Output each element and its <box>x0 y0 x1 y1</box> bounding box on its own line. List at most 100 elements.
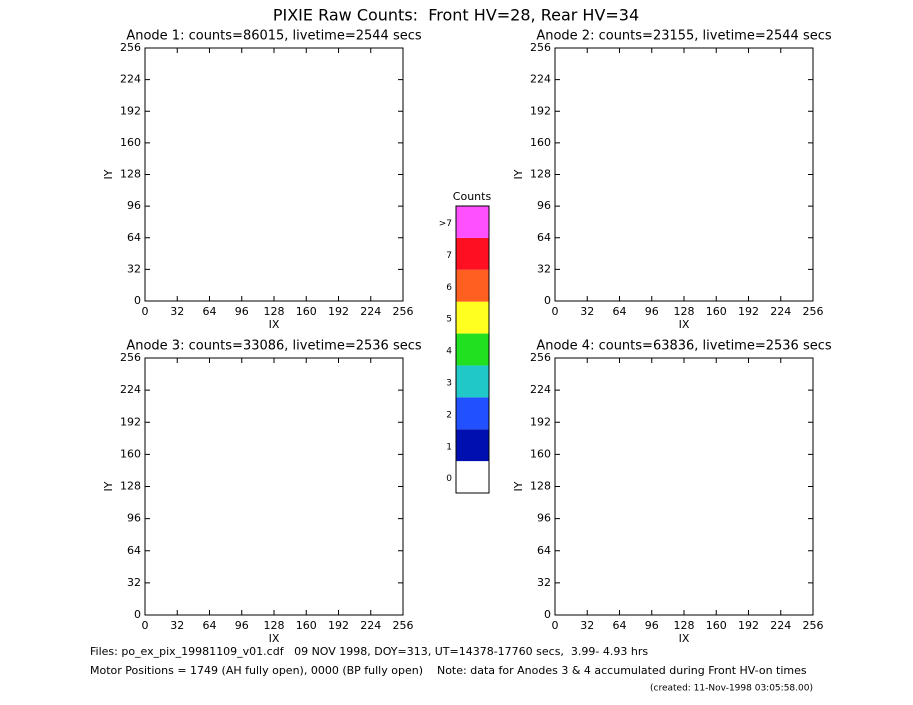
x-tick-label: 192 <box>738 619 759 632</box>
x-tick-label: 160 <box>706 619 727 632</box>
x-tick-label: 160 <box>296 619 317 632</box>
y-tick-label: 32 <box>537 576 551 589</box>
y-tick-label: 256 <box>120 351 141 364</box>
colorbar-swatch <box>456 206 489 238</box>
y-tick-label: 32 <box>127 262 141 275</box>
plot-frame <box>554 357 814 616</box>
x-tick-label: 96 <box>645 619 659 632</box>
x-axis-label: IX <box>269 318 280 331</box>
x-tick-label: 0 <box>552 305 559 318</box>
x-tick-label: 32 <box>170 305 184 318</box>
x-tick-label: 256 <box>803 619 824 632</box>
y-tick-label: 64 <box>537 544 551 557</box>
colorbar-label: 6 <box>446 283 452 293</box>
x-tick-label: 96 <box>645 305 659 318</box>
y-axis-label: IY <box>102 481 115 491</box>
y-tick-label: 0 <box>134 608 141 621</box>
y-tick-label: 64 <box>537 231 551 244</box>
x-axis-label: IX <box>679 318 690 331</box>
x-tick-label: 256 <box>803 305 824 318</box>
colorbar-label: 0 <box>446 474 452 484</box>
x-tick-label: 64 <box>203 619 217 632</box>
y-tick-label: 192 <box>530 104 551 117</box>
colorbar-label: 3 <box>446 378 452 388</box>
y-tick-label: 64 <box>127 231 141 244</box>
colorbar-label: 2 <box>446 410 452 420</box>
y-tick-label: 160 <box>120 447 141 460</box>
y-tick-label: 128 <box>120 480 141 493</box>
y-tick-label: 64 <box>127 544 141 557</box>
y-tick-label: 32 <box>127 576 141 589</box>
y-tick-label: 96 <box>537 199 551 212</box>
y-tick-label: 192 <box>120 415 141 428</box>
y-tick-label: 0 <box>134 294 141 307</box>
x-tick-label: 64 <box>613 305 627 318</box>
y-tick-label: 224 <box>530 73 551 86</box>
colorbar-swatch <box>456 237 489 270</box>
y-tick-label: 256 <box>530 41 551 54</box>
figure-title: PIXIE Raw Counts: Front HV=28, Rear HV=3… <box>273 6 639 25</box>
x-tick-label: 128 <box>674 619 695 632</box>
x-tick-label: 160 <box>296 305 317 318</box>
x-tick-label: 224 <box>770 305 791 318</box>
y-tick-label: 32 <box>537 262 551 275</box>
y-tick-label: 192 <box>120 104 141 117</box>
colorbar-swatch <box>456 429 489 462</box>
x-axis-label: IX <box>269 632 280 645</box>
y-tick-label: 256 <box>530 351 551 364</box>
panel-title: Anode 1: counts=86015, livetime=2544 sec… <box>126 29 422 44</box>
y-tick-label: 128 <box>120 168 141 181</box>
x-tick-label: 128 <box>674 305 695 318</box>
x-tick-label: 192 <box>328 305 349 318</box>
y-tick-label: 128 <box>530 480 551 493</box>
panel-title: Anode 4: counts=63836, livetime=2536 sec… <box>536 339 832 354</box>
x-tick-label: 0 <box>552 619 559 632</box>
x-tick-label: 0 <box>142 619 149 632</box>
y-tick-label: 96 <box>127 512 141 525</box>
x-tick-label: 192 <box>738 305 759 318</box>
x-tick-label: 32 <box>170 619 184 632</box>
plot-frame <box>554 47 814 302</box>
footer-created: (created: 11-Nov-1998 03:05:58.00) <box>650 684 813 694</box>
footer-note: Motor Positions = 1749 (AH fully open), … <box>90 664 807 677</box>
y-tick-label: 224 <box>120 383 141 396</box>
plot-frame <box>144 47 404 302</box>
x-tick-label: 224 <box>360 619 381 632</box>
colorbar-swatch <box>456 269 489 302</box>
colorbar-label: 7 <box>446 251 452 261</box>
colorbar-swatch <box>456 333 489 366</box>
y-tick-label: 224 <box>120 73 141 86</box>
footer-files: Files: po_ex_pix_19981109_v01.cdf 09 NOV… <box>90 645 648 658</box>
x-tick-label: 160 <box>706 305 727 318</box>
y-axis-label: IY <box>512 481 525 491</box>
colorbar-label: >7 <box>439 219 452 229</box>
y-tick-label: 192 <box>530 415 551 428</box>
x-tick-label: 224 <box>360 305 381 318</box>
x-axis-label: IX <box>679 632 690 645</box>
colorbar-swatch <box>456 461 489 493</box>
x-tick-label: 96 <box>235 619 249 632</box>
plot-frame <box>144 357 404 616</box>
colorbar-swatch <box>456 301 489 334</box>
colorbar-frame <box>455 205 490 494</box>
y-tick-label: 160 <box>530 136 551 149</box>
x-tick-label: 64 <box>203 305 217 318</box>
y-tick-label: 96 <box>537 512 551 525</box>
y-tick-label: 0 <box>544 294 551 307</box>
colorbar-swatch <box>456 365 489 398</box>
colorbar-label: 4 <box>446 347 452 357</box>
colorbar-title: Counts <box>453 190 492 203</box>
y-tick-label: 96 <box>127 199 141 212</box>
colorbar-label: 1 <box>446 442 452 452</box>
x-tick-label: 128 <box>264 619 285 632</box>
x-tick-label: 96 <box>235 305 249 318</box>
y-axis-label: IY <box>512 169 525 179</box>
x-tick-label: 32 <box>580 619 594 632</box>
y-tick-label: 256 <box>120 41 141 54</box>
x-tick-label: 192 <box>328 619 349 632</box>
y-tick-label: 0 <box>544 608 551 621</box>
x-tick-label: 32 <box>580 305 594 318</box>
colorbar-swatch <box>456 397 489 430</box>
